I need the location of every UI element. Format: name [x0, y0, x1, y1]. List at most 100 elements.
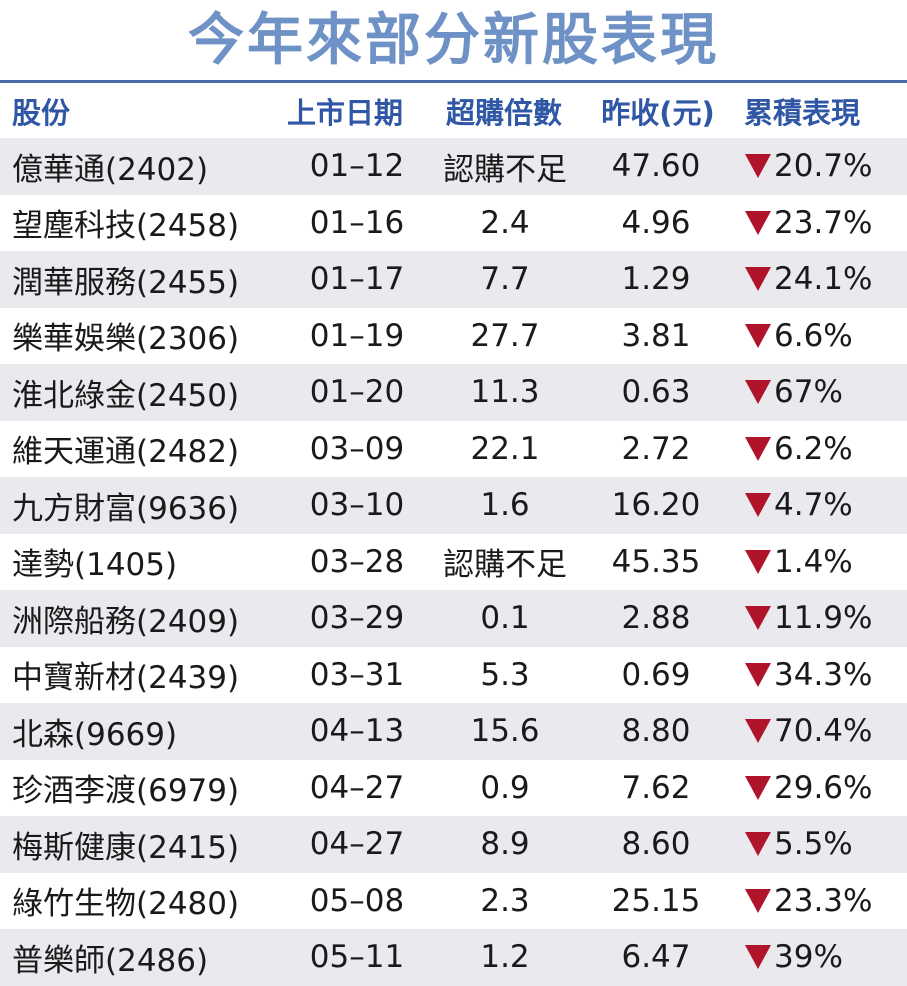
- stock-name: 達勢(1405): [12, 547, 178, 584]
- table-row: 梅斯健康(2415) 04–27 8.9 8.60 5.5%: [0, 816, 907, 873]
- performance-value: 34.3%: [774, 656, 873, 693]
- table-row: 維天運通(2482) 03–09 22.1 2.72 6.2%: [0, 421, 907, 478]
- cumulative-performance: 24.1%: [744, 251, 907, 308]
- table-row: 億華通(2402) 01–12 認購不足 47.60 20.7%: [0, 138, 907, 195]
- oversubscription-multiple: 2.4: [480, 204, 530, 241]
- stock-name: 維天運通(2482): [12, 434, 240, 471]
- stock-name: 綠竹生物(2480): [12, 886, 240, 923]
- performance-value: 29.6%: [774, 769, 873, 806]
- cumulative-performance: 34.3%: [744, 647, 907, 704]
- cumulative-performance: 70.4%: [744, 703, 907, 760]
- stock-name: 樂華娛樂(2306): [12, 321, 240, 358]
- previous-close: 2.72: [621, 430, 691, 467]
- listing-date: 01–20: [309, 374, 405, 411]
- listing-date: 03–10: [309, 487, 405, 524]
- oversubscription-multiple: 5.3: [480, 656, 530, 693]
- table-row: 樂華娛樂(2306) 01–19 27.7 3.81 6.6%: [0, 308, 907, 365]
- down-triangle-icon: [745, 832, 771, 857]
- performance-value: 23.7%: [774, 204, 873, 241]
- listing-date: 01–17: [309, 261, 405, 298]
- listing-date: 04–27: [309, 769, 405, 806]
- stock-name: 淮北綠金(2450): [12, 377, 240, 414]
- table-row: 綠竹生物(2480) 05–08 2.3 25.15 23.3%: [0, 873, 907, 930]
- stock-name: 普樂師(2486): [12, 942, 209, 979]
- performance-value: 23.3%: [774, 882, 873, 919]
- oversubscription-multiple: 認購不足: [443, 547, 567, 584]
- previous-close: 16.20: [611, 487, 701, 524]
- stock-name: 珍酒李渡(6979): [12, 773, 240, 810]
- stock-name: 潤華服務(2455): [12, 264, 240, 301]
- header-listing-date: 上市日期: [286, 95, 403, 130]
- oversubscription-multiple: 22.1: [470, 430, 540, 467]
- performance-value: 67%: [774, 374, 843, 411]
- table-title: 今年來部分新股表現: [188, 7, 719, 73]
- down-triangle-icon: [745, 775, 771, 800]
- cumulative-performance: 6.2%: [744, 421, 907, 478]
- cumulative-performance: 11.9%: [744, 590, 907, 647]
- header-previous-close: 昨收(元): [601, 95, 715, 130]
- listing-date: 01–16: [309, 204, 405, 241]
- table-row: 北森(9669) 04–13 15.6 8.80 70.4%: [0, 703, 907, 760]
- oversubscription-multiple: 0.1: [480, 600, 530, 637]
- performance-value: 6.2%: [774, 430, 853, 467]
- performance-value: 70.4%: [774, 713, 873, 750]
- table-row: 珍酒李渡(6979) 04–27 0.9 7.62 29.6%: [0, 760, 907, 817]
- listing-date: 03–29: [309, 600, 405, 637]
- down-triangle-icon: [745, 323, 771, 348]
- stock-name: 中寶新材(2439): [12, 660, 240, 697]
- cumulative-performance: 1.4%: [744, 534, 907, 591]
- listing-date: 03–28: [309, 543, 405, 580]
- oversubscription-multiple: 7.7: [480, 261, 530, 298]
- down-triangle-icon: [745, 380, 771, 405]
- previous-close: 0.69: [621, 656, 691, 693]
- previous-close: 45.35: [611, 543, 701, 580]
- performance-value: 20.7%: [774, 148, 873, 185]
- cumulative-performance: 23.3%: [744, 873, 907, 930]
- previous-close: 2.88: [621, 600, 691, 637]
- listing-date: 04–13: [309, 713, 405, 750]
- down-triangle-icon: [745, 210, 771, 235]
- down-triangle-icon: [745, 154, 771, 179]
- down-triangle-icon: [745, 493, 771, 518]
- listing-date: 04–27: [309, 826, 405, 863]
- performance-value: 39%: [774, 939, 843, 976]
- listing-date: 01–12: [309, 148, 405, 185]
- stock-name: 梅斯健康(2415): [12, 829, 240, 866]
- listing-date: 05–08: [309, 882, 405, 919]
- performance-value: 1.4%: [774, 543, 853, 580]
- down-triangle-icon: [745, 549, 771, 574]
- table-body: 億華通(2402) 01–12 認購不足 47.60 20.7% 望塵科技(2458) 01…: [0, 138, 907, 986]
- header-cumulative-performance: 累積表現: [744, 95, 861, 130]
- cumulative-performance: 39%: [744, 929, 907, 986]
- header-oversubscription: 超購倍數: [445, 95, 562, 130]
- listing-date: 03–31: [309, 656, 405, 693]
- table-row: 達勢(1405) 03–28 認購不足 45.35 1.4%: [0, 534, 907, 591]
- table-row: 望塵科技(2458) 01–16 2.4 4.96 23.7%: [0, 195, 907, 252]
- listing-date: 05–11: [309, 939, 405, 976]
- table-row: 洲際船務(2409) 03–29 0.1 2.88 11.9%: [0, 590, 907, 647]
- previous-close: 1.29: [621, 261, 691, 298]
- table-row: 中寶新材(2439) 03–31 5.3 0.69 34.3%: [0, 647, 907, 704]
- previous-close: 8.60: [621, 826, 691, 863]
- cumulative-performance: 20.7%: [744, 138, 907, 195]
- previous-close: 25.15: [611, 882, 701, 919]
- cumulative-performance: 4.7%: [744, 477, 907, 534]
- table-header-row: 股份 上市日期 超購倍數 昨收(元) 累積表現: [0, 83, 907, 138]
- performance-value: 24.1%: [774, 261, 873, 298]
- oversubscription-multiple: 1.6: [480, 487, 530, 524]
- stock-name: 北森(9669): [12, 716, 178, 753]
- cumulative-performance: 23.7%: [744, 195, 907, 252]
- previous-close: 4.96: [621, 204, 691, 241]
- oversubscription-multiple: 27.7: [470, 317, 540, 354]
- down-triangle-icon: [745, 662, 771, 687]
- down-triangle-icon: [745, 945, 771, 970]
- table-row: 九方財富(9636) 03–10 1.6 16.20 4.7%: [0, 477, 907, 534]
- oversubscription-multiple: 1.2: [480, 939, 530, 976]
- stock-name: 九方財富(9636): [12, 490, 240, 527]
- previous-close: 47.60: [611, 148, 701, 185]
- down-triangle-icon: [745, 888, 771, 913]
- cumulative-performance: 67%: [744, 364, 907, 421]
- oversubscription-multiple: 8.9: [480, 826, 530, 863]
- previous-close: 6.47: [621, 939, 691, 976]
- stock-name: 洲際船務(2409): [12, 603, 240, 640]
